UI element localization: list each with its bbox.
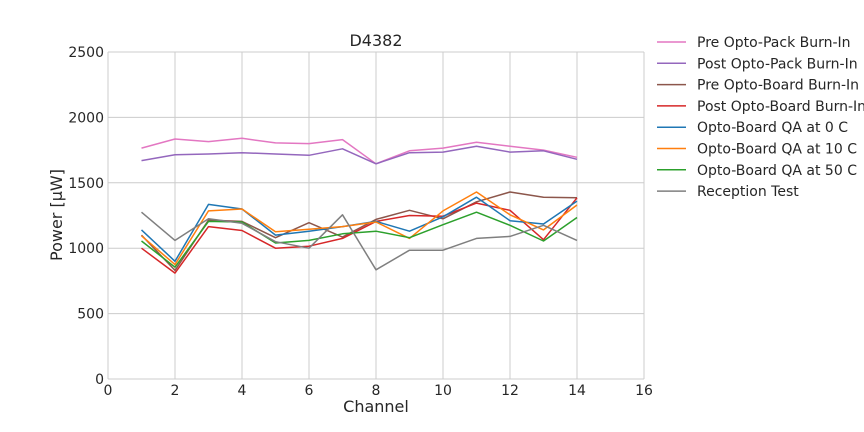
y-tick-label: 2500 bbox=[68, 45, 104, 61]
x-tick-label: 6 bbox=[305, 383, 314, 399]
series-line bbox=[141, 191, 578, 266]
x-tick-label: 10 bbox=[434, 383, 452, 399]
legend: Pre Opto-Pack Burn-In Post Opto-Pack Burn… bbox=[657, 35, 864, 200]
legend-label: Reception Test bbox=[697, 184, 799, 200]
y-tick-label: 1000 bbox=[68, 241, 104, 257]
legend-label: Opto-Board QA at 10 C bbox=[697, 142, 857, 158]
x-tick-label: 16 bbox=[635, 383, 653, 399]
legend-label: Pre Opto-Board Burn-In bbox=[697, 78, 859, 94]
series-line bbox=[141, 137, 578, 165]
series-line bbox=[140, 191, 578, 272]
legend-label: Opto-Board QA at 0 C bbox=[697, 120, 848, 136]
x-tick-label: 2 bbox=[171, 383, 180, 399]
x-axis-label: Channel bbox=[343, 397, 409, 416]
y-tick-label: 0 bbox=[95, 372, 104, 388]
series-line bbox=[141, 211, 578, 268]
grid bbox=[107, 51, 645, 380]
series-line bbox=[141, 145, 578, 165]
x-tick-label: 8 bbox=[372, 383, 381, 399]
legend-label: Opto-Board QA at 50 C bbox=[697, 163, 857, 179]
series-line bbox=[141, 211, 578, 271]
y-tick-label: 500 bbox=[77, 307, 104, 323]
legend-label: Post Opto-Pack Burn-In bbox=[697, 56, 858, 72]
y-tick-label: 1500 bbox=[68, 176, 104, 192]
series-line bbox=[141, 197, 578, 274]
legend-label: Post Opto-Board Burn-In bbox=[697, 99, 864, 115]
x-tick-label: 0 bbox=[104, 383, 113, 399]
y-axis-label: Power [μW] bbox=[47, 169, 66, 261]
x-tick-label: 14 bbox=[568, 383, 586, 399]
y-tick-labels: 0 500 1000 1500 2000 2500 bbox=[68, 45, 104, 388]
legend-label: Pre Opto-Pack Burn-In bbox=[697, 35, 851, 51]
y-tick-label: 2000 bbox=[68, 110, 104, 126]
x-tick-labels: 0 2 4 6 8 10 12 14 16 bbox=[104, 383, 653, 399]
series-lines bbox=[140, 137, 578, 274]
x-tick-label: 4 bbox=[238, 383, 247, 399]
chart-title: D4382 bbox=[349, 31, 402, 50]
x-tick-label: 12 bbox=[501, 383, 519, 399]
